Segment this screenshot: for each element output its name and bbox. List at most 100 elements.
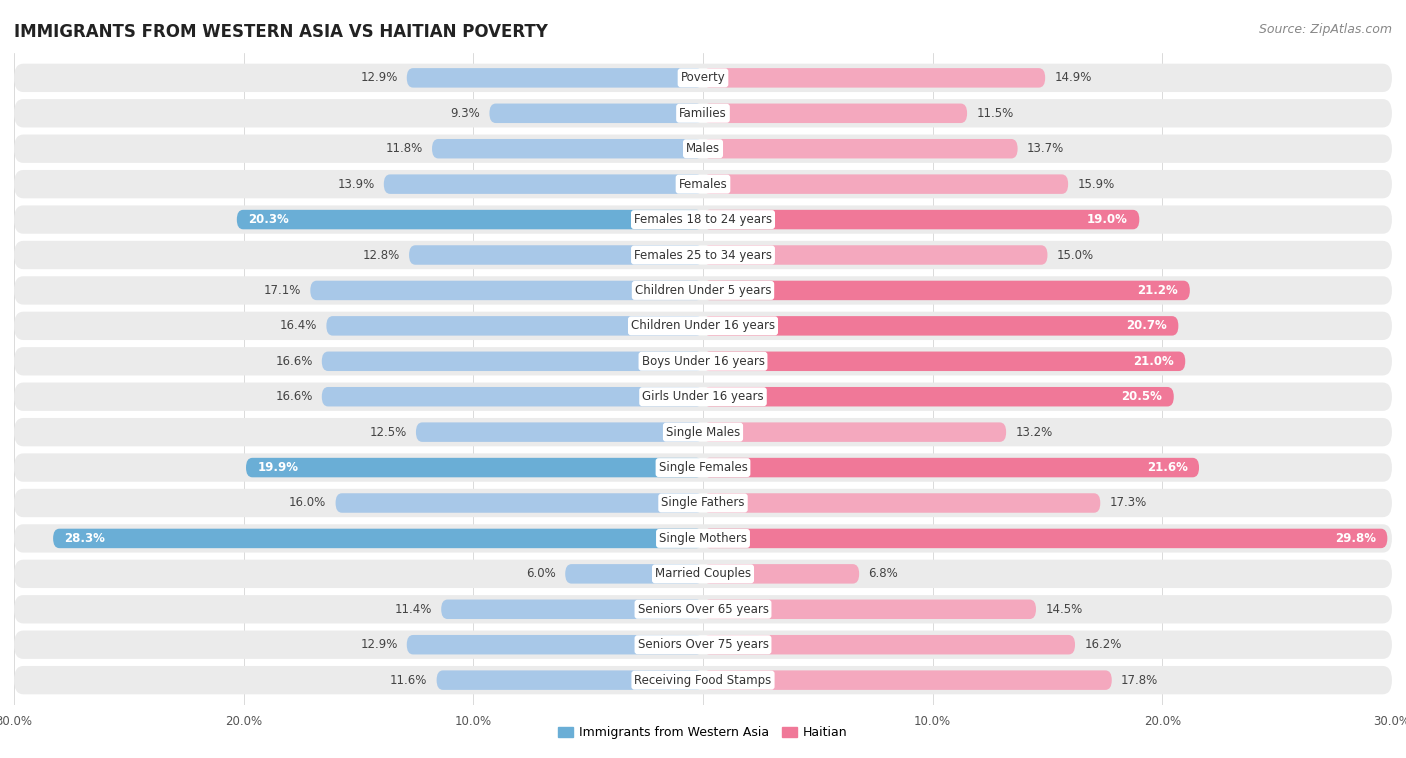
Text: 11.4%: 11.4% bbox=[395, 603, 432, 615]
Text: 21.6%: 21.6% bbox=[1147, 461, 1188, 474]
FancyBboxPatch shape bbox=[416, 422, 703, 442]
FancyBboxPatch shape bbox=[14, 64, 1392, 92]
FancyBboxPatch shape bbox=[246, 458, 703, 478]
FancyBboxPatch shape bbox=[14, 418, 1392, 446]
FancyBboxPatch shape bbox=[703, 493, 1101, 512]
FancyBboxPatch shape bbox=[703, 670, 1112, 690]
FancyBboxPatch shape bbox=[14, 312, 1392, 340]
Text: Families: Families bbox=[679, 107, 727, 120]
FancyBboxPatch shape bbox=[14, 631, 1392, 659]
FancyBboxPatch shape bbox=[311, 280, 703, 300]
Text: 12.5%: 12.5% bbox=[370, 426, 406, 439]
Text: Children Under 16 years: Children Under 16 years bbox=[631, 319, 775, 332]
FancyBboxPatch shape bbox=[236, 210, 703, 230]
FancyBboxPatch shape bbox=[703, 174, 1069, 194]
FancyBboxPatch shape bbox=[322, 387, 703, 406]
Text: Single Fathers: Single Fathers bbox=[661, 496, 745, 509]
FancyBboxPatch shape bbox=[14, 170, 1392, 199]
FancyBboxPatch shape bbox=[703, 210, 1139, 230]
Text: 14.9%: 14.9% bbox=[1054, 71, 1091, 84]
FancyBboxPatch shape bbox=[703, 68, 1045, 88]
Text: Single Females: Single Females bbox=[658, 461, 748, 474]
FancyBboxPatch shape bbox=[703, 104, 967, 123]
FancyBboxPatch shape bbox=[326, 316, 703, 336]
Text: 20.7%: 20.7% bbox=[1126, 319, 1167, 332]
FancyBboxPatch shape bbox=[703, 635, 1076, 654]
Text: 16.6%: 16.6% bbox=[276, 355, 312, 368]
FancyBboxPatch shape bbox=[703, 528, 1388, 548]
Text: 19.9%: 19.9% bbox=[257, 461, 298, 474]
FancyBboxPatch shape bbox=[703, 139, 1018, 158]
FancyBboxPatch shape bbox=[14, 525, 1392, 553]
FancyBboxPatch shape bbox=[489, 104, 703, 123]
FancyBboxPatch shape bbox=[703, 316, 1178, 336]
Text: 17.1%: 17.1% bbox=[264, 284, 301, 297]
Text: Seniors Over 75 years: Seniors Over 75 years bbox=[637, 638, 769, 651]
FancyBboxPatch shape bbox=[703, 458, 1199, 478]
Text: Receiving Food Stamps: Receiving Food Stamps bbox=[634, 674, 772, 687]
FancyBboxPatch shape bbox=[14, 99, 1392, 127]
Text: 16.2%: 16.2% bbox=[1084, 638, 1122, 651]
FancyBboxPatch shape bbox=[14, 559, 1392, 588]
FancyBboxPatch shape bbox=[336, 493, 703, 512]
FancyBboxPatch shape bbox=[703, 246, 1047, 265]
FancyBboxPatch shape bbox=[14, 595, 1392, 623]
Text: Males: Males bbox=[686, 143, 720, 155]
FancyBboxPatch shape bbox=[437, 670, 703, 690]
Text: 20.5%: 20.5% bbox=[1122, 390, 1163, 403]
Text: 19.0%: 19.0% bbox=[1087, 213, 1128, 226]
FancyBboxPatch shape bbox=[14, 347, 1392, 375]
Text: 6.8%: 6.8% bbox=[869, 567, 898, 581]
Text: IMMIGRANTS FROM WESTERN ASIA VS HAITIAN POVERTY: IMMIGRANTS FROM WESTERN ASIA VS HAITIAN … bbox=[14, 23, 548, 41]
Text: 11.8%: 11.8% bbox=[385, 143, 423, 155]
Text: 12.9%: 12.9% bbox=[360, 71, 398, 84]
Text: 20.3%: 20.3% bbox=[249, 213, 290, 226]
Text: Poverty: Poverty bbox=[681, 71, 725, 84]
Text: 15.9%: 15.9% bbox=[1077, 177, 1115, 191]
FancyBboxPatch shape bbox=[14, 453, 1392, 482]
Text: Children Under 5 years: Children Under 5 years bbox=[634, 284, 772, 297]
Text: 17.8%: 17.8% bbox=[1121, 674, 1159, 687]
Text: 13.2%: 13.2% bbox=[1015, 426, 1053, 439]
Text: 21.0%: 21.0% bbox=[1133, 355, 1174, 368]
FancyBboxPatch shape bbox=[14, 241, 1392, 269]
Text: Single Mothers: Single Mothers bbox=[659, 532, 747, 545]
Text: 9.3%: 9.3% bbox=[450, 107, 481, 120]
FancyBboxPatch shape bbox=[703, 352, 1185, 371]
FancyBboxPatch shape bbox=[406, 635, 703, 654]
FancyBboxPatch shape bbox=[703, 600, 1036, 619]
FancyBboxPatch shape bbox=[703, 564, 859, 584]
FancyBboxPatch shape bbox=[703, 280, 1189, 300]
FancyBboxPatch shape bbox=[14, 205, 1392, 233]
Text: 16.6%: 16.6% bbox=[276, 390, 312, 403]
Text: Females 18 to 24 years: Females 18 to 24 years bbox=[634, 213, 772, 226]
FancyBboxPatch shape bbox=[406, 68, 703, 88]
Text: Source: ZipAtlas.com: Source: ZipAtlas.com bbox=[1258, 23, 1392, 36]
FancyBboxPatch shape bbox=[441, 600, 703, 619]
Text: Girls Under 16 years: Girls Under 16 years bbox=[643, 390, 763, 403]
Text: Seniors Over 65 years: Seniors Over 65 years bbox=[637, 603, 769, 615]
FancyBboxPatch shape bbox=[565, 564, 703, 584]
Text: 17.3%: 17.3% bbox=[1109, 496, 1147, 509]
Text: 16.4%: 16.4% bbox=[280, 319, 318, 332]
Text: 11.6%: 11.6% bbox=[389, 674, 427, 687]
Text: 12.9%: 12.9% bbox=[360, 638, 398, 651]
Text: 21.2%: 21.2% bbox=[1137, 284, 1178, 297]
Text: 15.0%: 15.0% bbox=[1057, 249, 1094, 262]
Text: Single Males: Single Males bbox=[666, 426, 740, 439]
FancyBboxPatch shape bbox=[322, 352, 703, 371]
FancyBboxPatch shape bbox=[409, 246, 703, 265]
Text: 28.3%: 28.3% bbox=[65, 532, 105, 545]
Text: 16.0%: 16.0% bbox=[290, 496, 326, 509]
FancyBboxPatch shape bbox=[14, 383, 1392, 411]
Text: 13.7%: 13.7% bbox=[1026, 143, 1064, 155]
Legend: Immigrants from Western Asia, Haitian: Immigrants from Western Asia, Haitian bbox=[553, 722, 853, 744]
FancyBboxPatch shape bbox=[53, 528, 703, 548]
FancyBboxPatch shape bbox=[14, 666, 1392, 694]
Text: 14.5%: 14.5% bbox=[1045, 603, 1083, 615]
FancyBboxPatch shape bbox=[703, 387, 1174, 406]
Text: Females 25 to 34 years: Females 25 to 34 years bbox=[634, 249, 772, 262]
FancyBboxPatch shape bbox=[432, 139, 703, 158]
FancyBboxPatch shape bbox=[384, 174, 703, 194]
FancyBboxPatch shape bbox=[703, 422, 1007, 442]
